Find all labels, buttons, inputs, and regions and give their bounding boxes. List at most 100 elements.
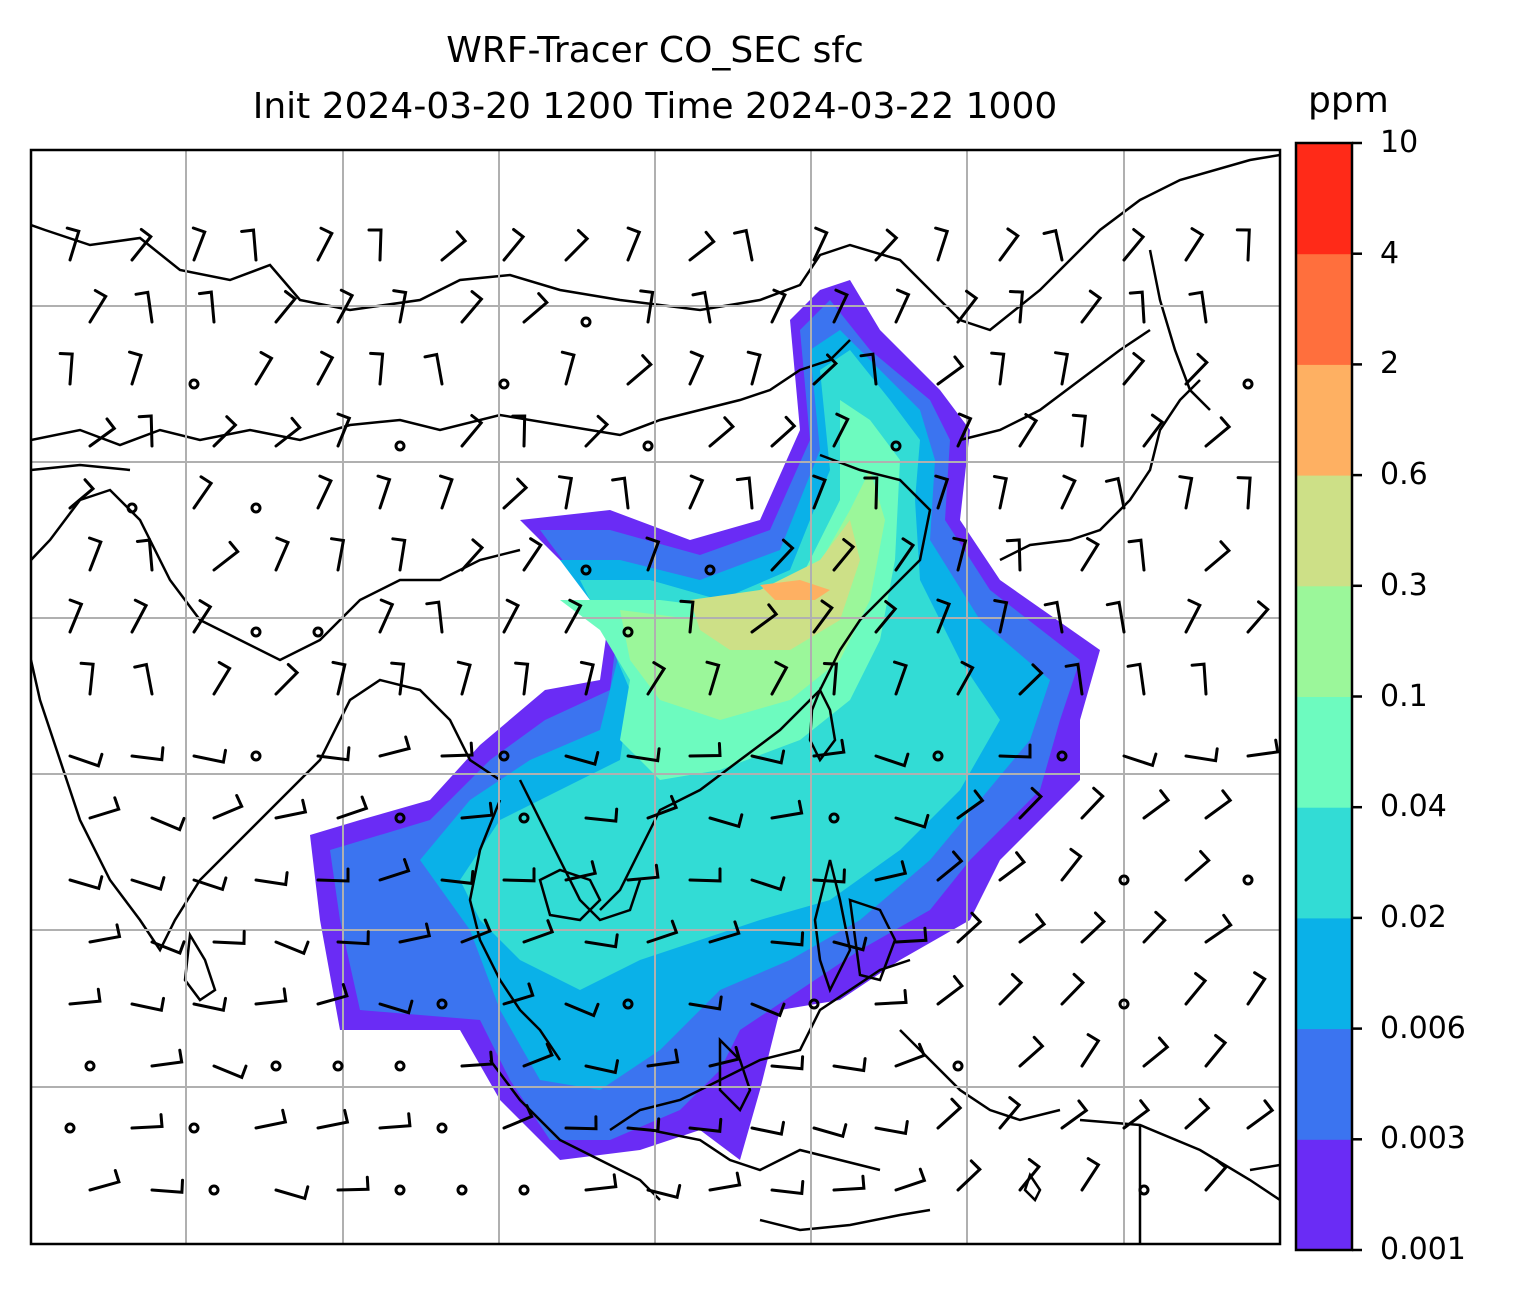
wind-barb (1018, 913, 1047, 944)
wind-barb (254, 871, 289, 887)
wind-barb (1122, 752, 1158, 768)
wind-barb (812, 868, 846, 884)
plume-level-5 (560, 400, 900, 780)
wind-barb (564, 751, 600, 766)
wind-barb (750, 603, 779, 634)
wind-barb (812, 474, 827, 510)
wind-barb (859, 352, 878, 386)
circle-icon (642, 440, 654, 452)
wind-barb (460, 538, 485, 572)
wind-barb (893, 660, 908, 696)
wind-barb (192, 876, 228, 892)
wind-barb (1018, 1157, 1042, 1192)
wind-barb (708, 416, 736, 448)
wind-barb (691, 290, 712, 324)
wind-barb (191, 226, 207, 262)
wind-barb (1042, 228, 1064, 262)
wind-barb (460, 290, 484, 324)
wind-barb (863, 476, 879, 510)
wind-barb (369, 351, 385, 386)
wind-barb (1142, 413, 1165, 448)
wind-barb (956, 412, 973, 448)
colorbar-bin (1296, 696, 1352, 808)
wind-barb (770, 415, 797, 448)
wind-barb (1184, 598, 1202, 634)
wind-barb (367, 228, 383, 262)
wind-barb (646, 919, 679, 944)
wind-barb (564, 598, 583, 634)
wind-barb (708, 1171, 742, 1192)
circle-icon (394, 440, 406, 452)
wind-barb (750, 1120, 785, 1136)
wind-barb (137, 414, 154, 448)
colorbar-bin (1296, 253, 1352, 365)
wind-barb (1184, 972, 1208, 1006)
wind-barb (456, 660, 472, 696)
wind-barb (150, 816, 186, 832)
wind-barb (1064, 662, 1084, 696)
wind-barb (564, 1002, 600, 1018)
colorbar-tick-label: 0.006 (1380, 1010, 1466, 1046)
wind-barb (998, 227, 1020, 262)
wind-barb (956, 789, 985, 820)
wind-barb (1018, 413, 1039, 448)
wind-barb (460, 801, 494, 820)
wind-barb (150, 1048, 184, 1068)
wind-barb (212, 540, 240, 572)
wind-barb (522, 919, 555, 944)
wind-barb (130, 1113, 164, 1130)
colorbar (1296, 143, 1352, 1251)
wind-barb (936, 598, 952, 634)
wind-barb (68, 598, 84, 634)
circle-icon (1242, 378, 1254, 390)
wind-barb (392, 289, 408, 324)
wind-barb (88, 417, 117, 448)
wind-barb (197, 290, 216, 324)
wind-barb (1122, 1099, 1151, 1130)
wind-barb (378, 999, 414, 1015)
circle-icon (250, 502, 262, 514)
circle-icon (332, 1060, 344, 1072)
wind-barb (564, 860, 598, 882)
wind-barb (812, 1123, 848, 1139)
wind-barb (130, 746, 165, 762)
wind-barb (812, 353, 839, 386)
wind-barb (133, 662, 154, 696)
wind-barb (274, 1185, 310, 1201)
wind-barb (316, 983, 349, 1006)
wind-barb (1184, 850, 1211, 882)
circle-icon (250, 750, 262, 762)
wind-barb (440, 870, 475, 886)
wind-barb (874, 228, 899, 262)
wind-barb (502, 598, 521, 634)
concentration-field (310, 280, 1100, 1160)
wind-barb (134, 290, 154, 324)
colorbar-bin (1296, 1139, 1352, 1251)
wind-barb (1080, 1033, 1101, 1068)
wind-barb (502, 1104, 534, 1130)
circle-icon (704, 564, 716, 576)
wind-barb (135, 538, 154, 572)
wind-barb (584, 1059, 619, 1075)
wind-barb (1142, 789, 1171, 820)
circle-icon (518, 1184, 530, 1196)
circle-icon (208, 1184, 220, 1196)
wind-barb (316, 350, 335, 386)
colorbar-bin (1296, 143, 1352, 255)
wind-barb (378, 1112, 412, 1130)
wind-barb (688, 350, 705, 386)
colorbar-bin (1296, 475, 1352, 587)
wind-barb (68, 752, 104, 768)
wind-barb (522, 292, 549, 324)
wind-barb (316, 867, 350, 883)
colorbar-tick-label: 0.001 (1380, 1232, 1466, 1267)
wind-barb (770, 538, 795, 572)
wind-barb (564, 1115, 598, 1131)
wind-barb (1008, 290, 1025, 324)
wind-barb (584, 933, 619, 949)
wind-barb (1080, 911, 1107, 944)
wind-barb (254, 987, 288, 1006)
wind-barb (502, 982, 535, 1006)
circle-icon (84, 1060, 96, 1072)
